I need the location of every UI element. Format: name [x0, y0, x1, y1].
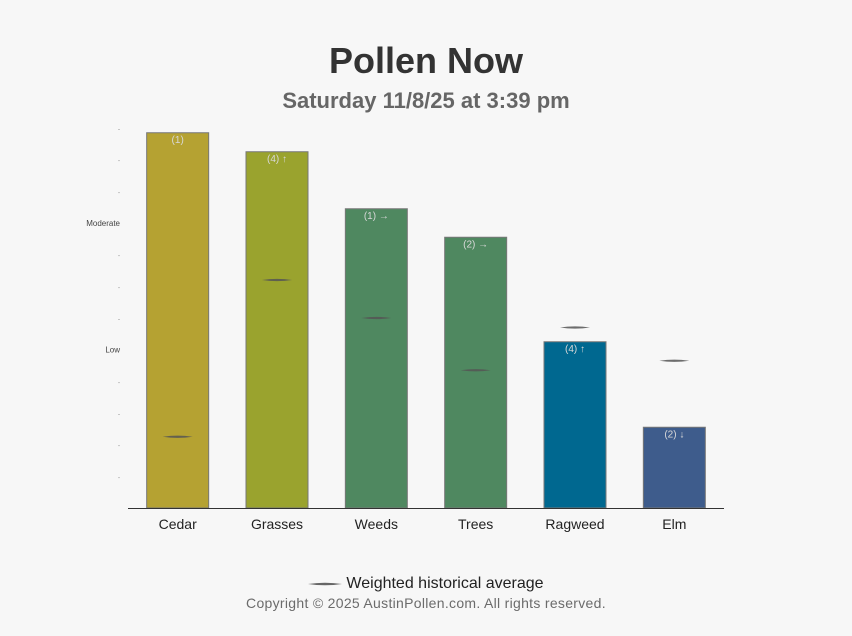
- y-tick-label: -: [118, 159, 120, 165]
- bar-label: (4) ↑: [565, 344, 585, 355]
- bar-label: (1): [172, 135, 184, 146]
- chart-legend: Weighted historical average: [0, 575, 852, 593]
- bar-label: (2) →: [463, 239, 488, 250]
- bar-ragweed[interactable]: [543, 341, 607, 509]
- copyright-notice: Copyright © 2025 AustinPollen.com. All r…: [246, 595, 606, 611]
- y-tick-label: -: [118, 254, 120, 260]
- historical-average-mark: [361, 316, 392, 320]
- bar-label: (4) ↑: [267, 154, 287, 165]
- historical-average-mark: [560, 326, 590, 329]
- chart-subtitle: Saturday 11/8/25 at 3:39 pm: [282, 88, 570, 113]
- bar-grasses[interactable]: [245, 151, 309, 509]
- historical-average-swatch-icon: [308, 582, 343, 586]
- y-tick-label: -: [118, 190, 120, 196]
- y-tick-label: -: [118, 380, 120, 386]
- bar-label: (2) ↓: [664, 429, 684, 440]
- x-tick-label: Weeds: [355, 516, 398, 532]
- bars: [146, 132, 706, 509]
- y-tick-label: -: [118, 127, 120, 133]
- bar-weeds[interactable]: [344, 208, 408, 509]
- historical-average-marks: [162, 278, 690, 438]
- y-tick-label: -: [118, 285, 120, 291]
- pollen-bar-chart: - - - - Low - - - Moderate - - - (1) (4) ↑ (1) → (2) →…: [86, 127, 724, 532]
- bar-trees[interactable]: [444, 236, 508, 509]
- x-tick-label: Trees: [458, 516, 493, 532]
- y-axis-ticks: - - - - Low - - - Moderate - - -: [86, 127, 120, 481]
- historical-average-mark: [262, 278, 292, 282]
- x-tick-label: Ragweed: [545, 516, 604, 532]
- legend-label: Weighted historical average: [346, 575, 544, 592]
- chart-title: Pollen Now: [328, 40, 523, 81]
- x-tick-label: Elm: [662, 516, 686, 532]
- y-tick-label: -: [118, 444, 120, 450]
- historical-average-mark: [659, 359, 690, 362]
- x-tick-label: Cedar: [159, 516, 197, 532]
- y-tick-label: -: [118, 475, 120, 481]
- y-tick-label: Moderate: [86, 219, 120, 228]
- bar-cedar[interactable]: [146, 132, 210, 509]
- historical-average-mark: [460, 369, 491, 372]
- bar-label: (1) →: [364, 211, 389, 222]
- bar-labels: (1) (4) ↑ (1) → (2) → (4) ↑ (2) ↓: [172, 135, 685, 441]
- y-tick-label: Low: [105, 346, 120, 355]
- x-axis-labels: Cedar Grasses Weeds Trees Ragweed Elm: [159, 516, 687, 532]
- x-tick-label: Grasses: [251, 516, 303, 532]
- y-tick-label: -: [118, 412, 120, 418]
- y-tick-label: -: [118, 317, 120, 323]
- historical-average-mark: [162, 435, 193, 438]
